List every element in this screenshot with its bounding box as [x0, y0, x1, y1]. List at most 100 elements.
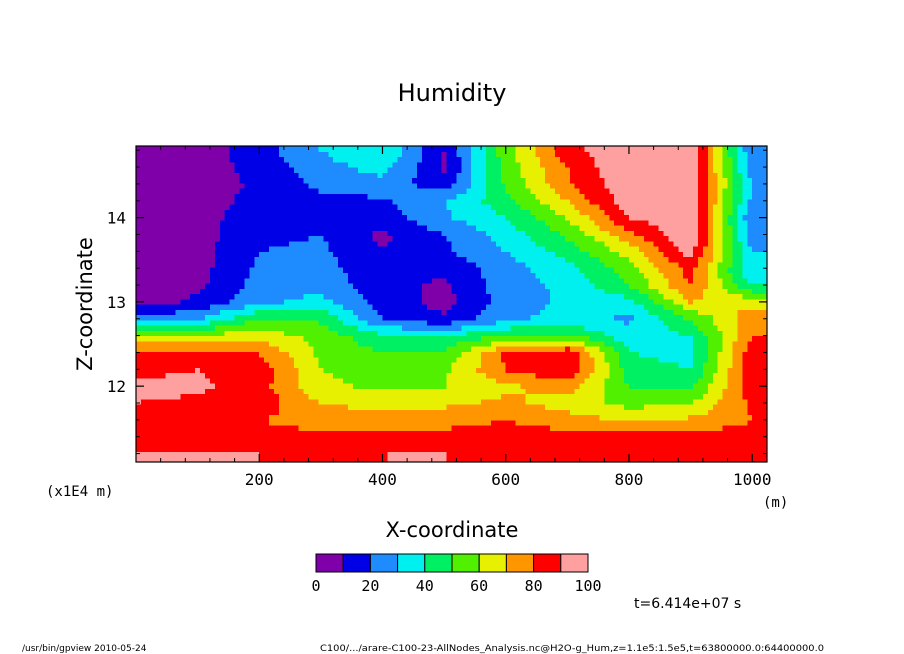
heatmap-cell	[308, 330, 315, 337]
heatmap-cell	[495, 356, 502, 363]
heatmap-cell	[476, 372, 482, 379]
heatmap-cell	[446, 272, 453, 279]
heatmap-cell	[697, 277, 704, 284]
heatmap-cell	[643, 451, 650, 458]
heatmap-cell	[584, 414, 591, 421]
heatmap-cell	[209, 446, 216, 453]
heatmap-cell	[466, 377, 472, 384]
heatmap-cell	[599, 319, 605, 326]
heatmap-cell	[402, 325, 408, 331]
heatmap-cell	[254, 293, 260, 300]
heatmap-cell	[717, 383, 724, 389]
heatmap-cell	[757, 330, 763, 337]
heatmap-cell	[732, 351, 739, 358]
heatmap-cell	[461, 340, 467, 347]
heatmap-cell	[545, 298, 551, 305]
heatmap-cell	[648, 340, 655, 347]
heatmap-cell	[762, 325, 768, 331]
heatmap-cell	[683, 261, 689, 268]
heatmap-cell	[402, 272, 408, 279]
heatmap-cell	[476, 330, 482, 337]
heatmap-cell	[495, 430, 502, 437]
heatmap-cell	[668, 351, 674, 358]
heatmap-cell	[333, 383, 339, 389]
heatmap-cell	[559, 335, 566, 342]
heatmap-cell	[727, 335, 734, 342]
heatmap-cell	[737, 377, 743, 384]
heatmap-cell	[525, 409, 531, 416]
heatmap-cell	[702, 393, 709, 400]
heatmap-cell	[737, 393, 743, 400]
heatmap-cell	[683, 282, 689, 289]
heatmap-cell	[224, 319, 231, 326]
heatmap-cell	[407, 456, 413, 463]
heatmap-cell	[555, 282, 561, 289]
heatmap-cell	[569, 398, 576, 405]
heatmap-cell	[633, 388, 640, 395]
heatmap-cell	[505, 277, 512, 284]
heatmap-cell	[540, 383, 546, 389]
heatmap-cell	[624, 261, 630, 268]
heatmap-cell	[555, 388, 561, 395]
heatmap-cell	[160, 456, 167, 463]
heatmap-cell	[712, 267, 719, 273]
heatmap-cell	[540, 446, 546, 453]
heatmap-cell	[550, 419, 556, 426]
heatmap-cell	[224, 256, 231, 263]
heatmap-cell	[481, 330, 487, 337]
heatmap-cell	[495, 367, 502, 374]
heatmap-cell	[269, 293, 275, 300]
heatmap-cell	[476, 456, 482, 463]
heatmap-cell	[436, 330, 443, 337]
heatmap-cell	[752, 340, 758, 347]
heatmap-cell	[234, 298, 241, 305]
heatmap-cell	[298, 388, 305, 395]
heatmap-cell	[308, 346, 315, 352]
heatmap-cell	[431, 293, 438, 300]
heatmap-cell	[653, 319, 660, 326]
heatmap-cell	[525, 293, 531, 300]
heatmap-cell	[717, 404, 724, 410]
heatmap-cell	[707, 314, 714, 321]
heatmap-cell	[579, 298, 586, 305]
heatmap-cell	[446, 314, 453, 321]
heatmap-cell	[387, 367, 393, 374]
heatmap-cell	[377, 425, 384, 431]
heatmap-cell	[165, 351, 172, 358]
heatmap-cell	[614, 440, 620, 447]
heatmap-cell	[244, 456, 250, 463]
heatmap-cell	[298, 288, 305, 295]
heatmap-cell	[421, 388, 428, 395]
heatmap-cell	[185, 346, 191, 352]
heatmap-cell	[732, 335, 739, 342]
heatmap-cell	[668, 404, 674, 410]
heatmap-cell	[550, 282, 556, 289]
heatmap-cell	[229, 277, 236, 284]
heatmap-cell	[170, 404, 177, 410]
heatmap-cell	[747, 430, 753, 437]
heatmap-cell	[392, 304, 398, 310]
heatmap-cell	[377, 267, 384, 273]
heatmap-cell	[323, 430, 329, 437]
heatmap-cell	[234, 414, 241, 421]
heatmap-cell	[628, 377, 635, 384]
heatmap-cell	[382, 340, 389, 347]
heatmap-cell	[170, 409, 177, 416]
heatmap-cell	[200, 372, 206, 379]
heatmap-cell	[195, 419, 201, 426]
heatmap-cell	[412, 430, 418, 437]
heatmap-cell	[343, 346, 349, 352]
heatmap-cell	[382, 435, 389, 442]
heatmap-cell	[712, 293, 719, 300]
heatmap-cell	[407, 398, 413, 405]
heatmap-cell	[648, 272, 655, 279]
heatmap-cell	[569, 388, 576, 395]
heatmap-cell	[707, 277, 714, 284]
heatmap-cell	[624, 309, 630, 316]
heatmap-cell	[412, 419, 418, 426]
heatmap-cell	[347, 325, 354, 331]
heatmap-cell	[599, 288, 605, 295]
heatmap-cell	[643, 419, 650, 426]
heatmap-cell	[535, 282, 541, 289]
heatmap-cell	[185, 256, 191, 263]
